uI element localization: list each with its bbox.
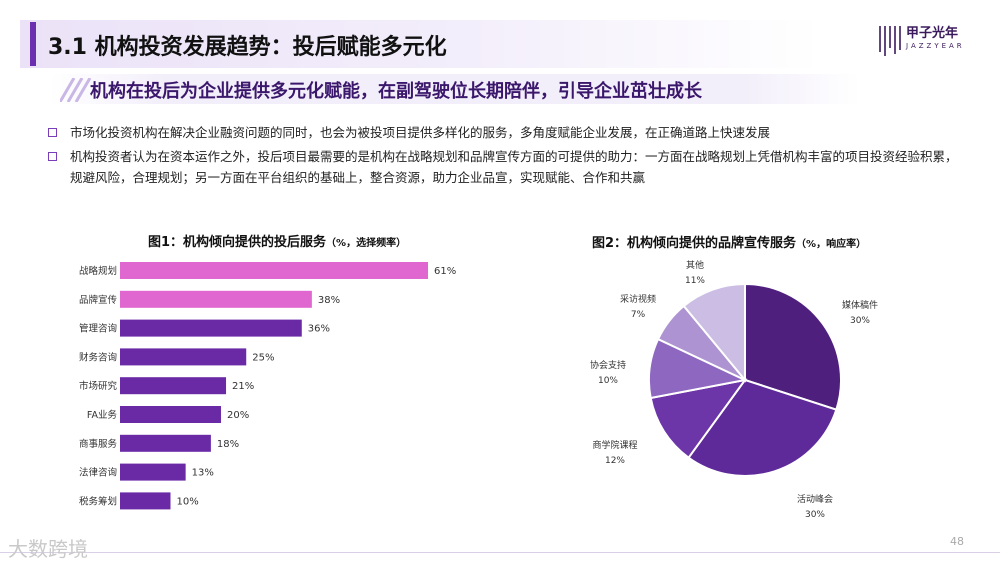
bar-category-label: 战略规划 xyxy=(79,265,117,277)
bar-chart-title-note: （%，选择频率） xyxy=(326,238,407,249)
pie-slice-label: 其他 xyxy=(686,259,704,271)
bar-value-label: 10% xyxy=(176,496,198,507)
bar-category-label: 管理咨询 xyxy=(79,323,117,335)
pie-slice xyxy=(649,378,748,460)
bar xyxy=(120,406,221,423)
title-accent-bar xyxy=(30,22,36,66)
bar-chart: 战略规划 61% 品牌宣传 38% 管理咨询 36% 财务咨询 25% 市场研究 21% FA业务 2… xyxy=(79,262,456,510)
pie-slice-value: 10% xyxy=(598,376,618,386)
bullet-item: 市场化投资机构在解决企业融资问题的同时，也会为被投项目提供多样化的服务，多角度赋… xyxy=(48,122,958,143)
subtitle: 机构在投后为企业提供多元化赋能，在副驾驶位长期陪伴，引导企业茁壮成长 xyxy=(90,81,702,102)
jazzyear-logo xyxy=(879,26,901,56)
bar xyxy=(120,492,171,510)
pie-slice-label: 媒体稿件 xyxy=(842,299,878,311)
footer-divider xyxy=(0,552,1000,553)
pie-slice xyxy=(682,282,746,383)
bar xyxy=(120,463,186,481)
pie-slice-label: 采访视频 xyxy=(620,293,656,305)
bar-value-label: 61% xyxy=(434,266,456,277)
pie-slice xyxy=(744,282,842,411)
bar-chart-title-text: 图1：机构倾向提供的投后服务 xyxy=(148,235,327,250)
bar-category-label: 商事服务 xyxy=(79,438,118,450)
bullet-text: 市场化投资机构在解决企业融资问题的同时，也会为被投项目提供多样化的服务，多角度赋… xyxy=(70,125,771,140)
subtitle-band xyxy=(50,74,860,104)
stripe-decoration xyxy=(60,78,92,102)
footer-logo: 大数跨境 xyxy=(8,537,88,561)
bar-chart-title: 图1：机构倾向提供的投后服务（%，选择频率） xyxy=(148,231,406,250)
bar-category-label: FA业务 xyxy=(87,409,118,421)
bullet-item: 机构投资者认为在资本运作之外，投后项目最需要的是机构在战略规划和品牌宣传方面的可… xyxy=(48,146,958,188)
bullet-square-icon xyxy=(48,152,57,161)
bar xyxy=(120,262,428,279)
bar-value-label: 13% xyxy=(192,468,214,479)
bar-category-label: 法律咨询 xyxy=(79,467,117,479)
pie-slice-value: 7% xyxy=(631,310,646,320)
title-bar xyxy=(20,20,1000,68)
bar xyxy=(120,348,247,366)
pie-chart-title-note: （%，响应率） xyxy=(796,239,867,250)
logo-subtext: JAZZYEAR xyxy=(906,42,965,50)
bar-value-label: 36% xyxy=(308,324,330,335)
page-title: 3.1 机构投资发展趋势：投后赋能多元化 xyxy=(48,35,447,60)
bar-value-label: 20% xyxy=(227,410,249,421)
pie-slice-value: 30% xyxy=(805,510,825,520)
bar xyxy=(120,290,312,308)
logo-text: 甲子光年 xyxy=(906,26,959,41)
bar xyxy=(120,319,302,337)
pie-chart: 媒体稿件 30% 活动峰会 30% 商学院课程 12% 协会支持 10% 采访视频 7% 其他 11% xyxy=(590,259,878,520)
pie-slice xyxy=(687,378,838,477)
bar xyxy=(120,434,211,452)
bar-category-label: 市场研究 xyxy=(79,380,118,392)
bar-value-label: 18% xyxy=(217,439,239,450)
bullet-list: 市场化投资机构在解决企业融资问题的同时，也会为被投项目提供多样化的服务，多角度赋… xyxy=(48,122,958,191)
pie-slice-label: 商学院课程 xyxy=(592,439,637,451)
bullet-square-icon xyxy=(48,128,57,137)
bar-value-label: 21% xyxy=(232,381,254,392)
page-number: 48 xyxy=(950,535,964,548)
bullet-text: 机构投资者认为在资本运作之外，投后项目最需要的是机构在战略规划和品牌宣传方面的可… xyxy=(70,149,958,185)
bar-category-label: 税务筹划 xyxy=(79,495,117,507)
pie-chart-title-text: 图2：机构倾向提供的品牌宣传服务 xyxy=(592,236,797,251)
bar-value-label: 25% xyxy=(252,352,274,363)
pie-slice-value: 12% xyxy=(605,456,625,466)
bar-category-label: 财务咨询 xyxy=(79,351,117,363)
pie-slice-value: 11% xyxy=(685,276,705,286)
bar-value-label: 38% xyxy=(318,295,340,306)
bar-category-label: 品牌宣传 xyxy=(79,294,118,306)
pie-slice-label: 协会支持 xyxy=(590,359,626,371)
pie-slice-label: 活动峰会 xyxy=(797,493,833,505)
pie-chart-title: 图2：机构倾向提供的品牌宣传服务（%，响应率） xyxy=(592,232,866,251)
bar xyxy=(120,377,227,395)
pie-slice-value: 30% xyxy=(850,316,870,326)
